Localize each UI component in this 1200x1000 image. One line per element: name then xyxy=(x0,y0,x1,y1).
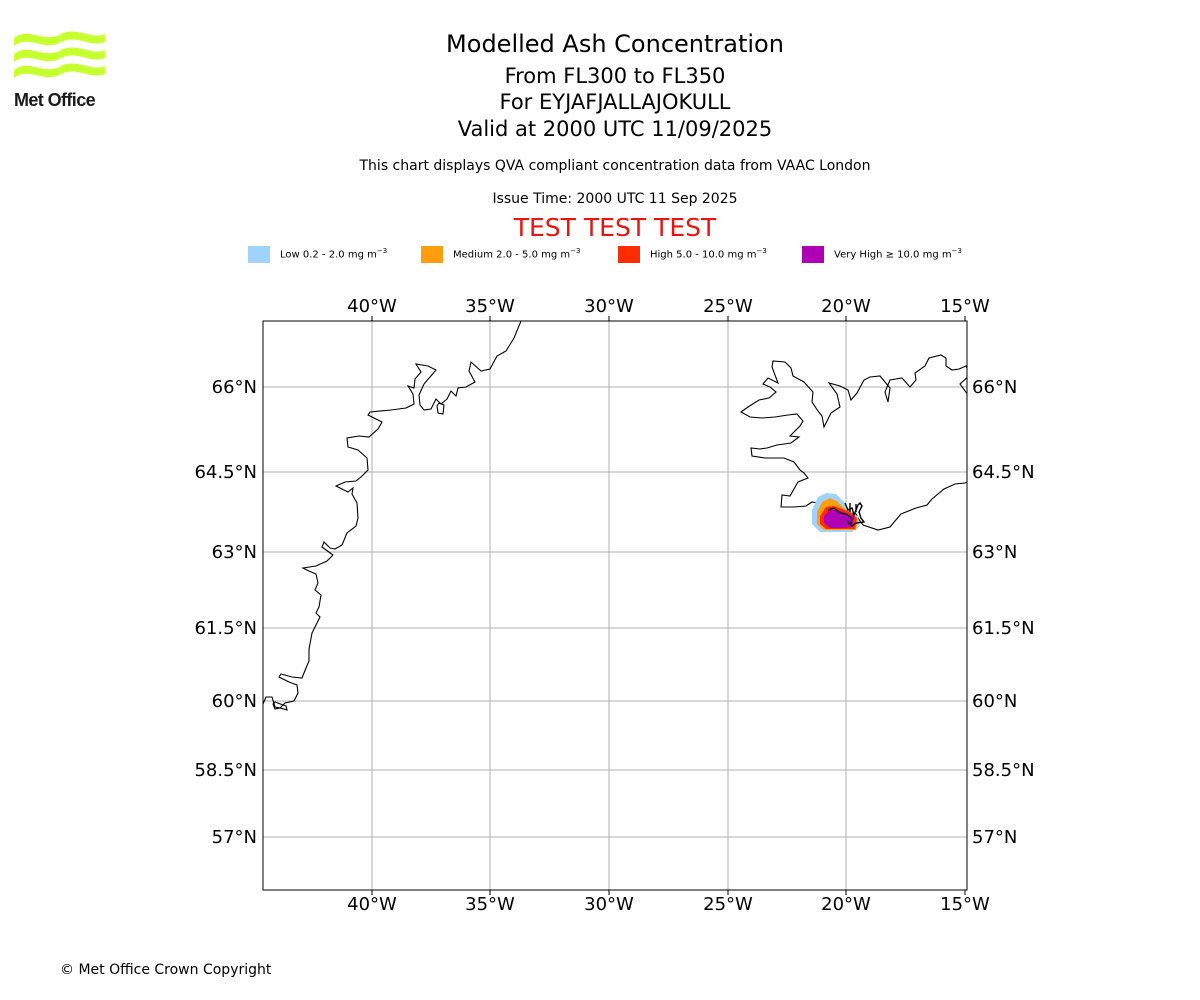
legend: Low 0.2 - 2.0 mg m−3 Medium 2.0 - 5.0 mg… xyxy=(0,245,1200,263)
lon-label-bottom: 15°W xyxy=(940,894,990,915)
lat-label-left: 64.5°N xyxy=(194,462,257,483)
greenland-island xyxy=(272,701,288,711)
volcano-contour xyxy=(844,501,866,527)
lat-label-left: 61.5°N xyxy=(194,618,257,639)
legend-swatch-high xyxy=(618,245,640,263)
lat-label-left: 57°N xyxy=(212,827,257,848)
lon-label-top: 40°W xyxy=(347,296,397,317)
volcano-contour-2 xyxy=(827,507,853,525)
lon-label-top: 25°W xyxy=(703,296,753,317)
lat-label-right: 60°N xyxy=(972,691,1017,712)
lon-label-bottom: 25°W xyxy=(703,894,753,915)
legend-item-high: High 5.0 - 10.0 mg m−3 xyxy=(618,245,767,263)
flight-level-range: From FL300 to FL350 xyxy=(504,64,726,88)
map-frame xyxy=(262,320,968,891)
lat-label-right: 61.5°N xyxy=(972,618,1035,639)
legend-swatch-medium xyxy=(421,245,443,263)
lat-label-right: 64.5°N xyxy=(972,462,1035,483)
legend-label-high: High 5.0 - 10.0 mg m−3 xyxy=(650,247,767,261)
lon-label-bottom: 30°W xyxy=(584,894,634,915)
copyright-notice: © Met Office Crown Copyright xyxy=(60,962,272,978)
legend-label-low: Low 0.2 - 2.0 mg m−3 xyxy=(280,247,388,261)
lon-label-top: 35°W xyxy=(465,296,515,317)
map-gridlines xyxy=(263,321,967,890)
logo-waves-icon xyxy=(14,31,105,78)
lat-label-left: 63°N xyxy=(212,542,257,563)
lat-label-right: 58.5°N xyxy=(972,760,1035,781)
legend-swatch-low xyxy=(248,245,270,263)
lat-label-right: 66°N xyxy=(972,377,1017,398)
legend-item-very-high: Very High ≥ 10.0 mg m−3 xyxy=(802,245,962,263)
legend-item-low: Low 0.2 - 2.0 mg m−3 xyxy=(248,245,387,263)
lat-label-left: 66°N xyxy=(212,377,257,398)
legend-item-medium: Medium 2.0 - 5.0 mg m−3 xyxy=(421,245,580,263)
lat-label-left: 58.5°N xyxy=(194,760,257,781)
lon-label-bottom: 40°W xyxy=(347,894,397,915)
chart-title: Modelled Ash Concentration xyxy=(446,30,784,58)
greenland-coastline xyxy=(263,321,522,709)
valid-time: Valid at 2000 UTC 11/09/2025 xyxy=(457,117,773,141)
lon-label-top: 20°W xyxy=(821,296,871,317)
met-office-logo: Met Office xyxy=(14,28,108,112)
greenland-islet xyxy=(436,402,445,415)
issue-time: Issue Time: 2000 UTC 11 Sep 2025 xyxy=(492,191,738,207)
logo-text: Met Office xyxy=(14,90,96,110)
volcano-name: For EYJAFJALLAJOKULL xyxy=(499,90,731,114)
chart-description: This chart displays QVA compliant concen… xyxy=(359,158,871,174)
test-banner: TEST TEST TEST xyxy=(513,213,717,242)
legend-label-very-high: Very High ≥ 10.0 mg m−3 xyxy=(834,247,962,261)
legend-swatch-very-high xyxy=(802,245,824,263)
lat-label-left: 60°N xyxy=(212,691,257,712)
lat-label-right: 57°N xyxy=(972,827,1017,848)
lon-label-bottom: 20°W xyxy=(821,894,871,915)
map-tick-marks xyxy=(371,316,966,895)
lon-label-bottom: 35°W xyxy=(465,894,515,915)
lon-label-top: 15°W xyxy=(940,296,990,317)
lat-label-right: 63°N xyxy=(972,542,1017,563)
lon-label-top: 30°W xyxy=(584,296,634,317)
iceland-coastline xyxy=(739,354,967,531)
legend-label-medium: Medium 2.0 - 5.0 mg m−3 xyxy=(453,247,581,261)
